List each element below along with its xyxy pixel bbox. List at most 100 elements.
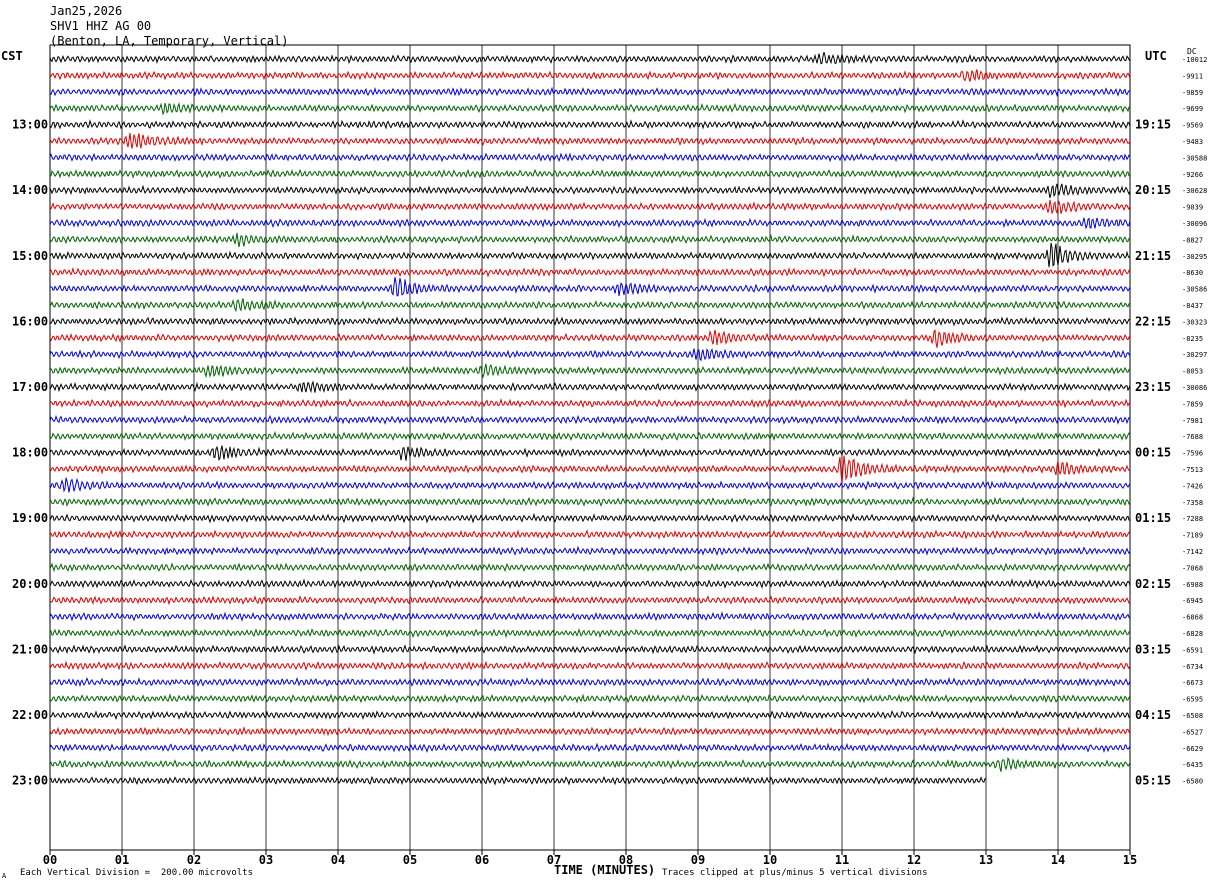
trace-offset-label: -7688 (1182, 433, 1203, 441)
seismic-trace (49, 756, 1131, 772)
trace-offset-label: -8235 (1182, 335, 1203, 343)
x-tick-label: 00 (43, 853, 57, 867)
trace-offset-label: -6435 (1182, 761, 1203, 769)
trace-offset-label: -8053 (1182, 368, 1203, 376)
x-tick-label: 14 (1051, 853, 1065, 867)
x-tick-label: 09 (691, 853, 705, 867)
trace-offset-label: -7859 (1182, 400, 1203, 408)
trace-offset-label: -7981 (1182, 417, 1203, 425)
trace-offset-label: -9483 (1182, 138, 1203, 146)
seismic-trace (49, 775, 987, 786)
clip-note: Traces clipped at plus/minus 5 vertical … (662, 868, 928, 878)
x-tick-label: 15 (1123, 853, 1137, 867)
seismic-trace (49, 51, 1131, 65)
seismic-trace (49, 347, 1131, 362)
seismic-trace (49, 152, 1131, 163)
trace-offset-label: -30096 (1182, 220, 1207, 228)
seismic-trace (49, 414, 1131, 425)
right-hour-label: 22:15 (1135, 314, 1171, 328)
trace-offset-label: -6988 (1182, 581, 1203, 589)
seismic-trace (49, 595, 1131, 606)
seismic-trace (49, 496, 1131, 507)
right-hour-label: 20:15 (1135, 183, 1171, 197)
seismic-trace (49, 562, 1131, 573)
trace-offset-label: -9039 (1182, 204, 1203, 212)
seismic-trace (49, 266, 1131, 278)
corner-mark: A (2, 872, 7, 880)
trace-offset-label: -30295 (1182, 253, 1207, 261)
trace-offset-label: -6508 (1182, 712, 1203, 720)
x-tick-label: 02 (187, 853, 201, 867)
seismic-trace (49, 363, 1131, 379)
right-hour-label: 23:15 (1135, 380, 1171, 394)
seismic-trace (49, 529, 1131, 540)
left-hour-label: 14:00 (12, 183, 48, 197)
seismic-trace (49, 183, 1131, 199)
trace-offset-label: -6591 (1182, 646, 1203, 654)
seismic-trace (49, 709, 1131, 720)
trace-offset-label: -7426 (1182, 482, 1203, 490)
trace-offset-label: -6734 (1182, 663, 1203, 671)
x-tick-label: 12 (907, 853, 921, 867)
trace-offset-label: -9859 (1182, 89, 1203, 97)
trace-offset-label: -7142 (1182, 548, 1203, 556)
trace-offset-label: -8827 (1182, 236, 1203, 244)
seismic-trace (49, 168, 1130, 179)
seismic-trace (49, 644, 1131, 655)
label-layer: 00 01 02 03 04 05 06 07 08 09 10 11 12 13 14 15 -10012 -9… (12, 56, 1207, 867)
trace-offset-label: -7596 (1182, 450, 1203, 458)
seismic-trace (49, 242, 1131, 268)
seismic-trace (49, 676, 1131, 687)
seismic-trace (49, 132, 1131, 149)
x-tick-label: 01 (115, 853, 129, 867)
left-hour-label: 15:00 (12, 249, 48, 263)
trace-offset-label: -6595 (1182, 696, 1203, 704)
seismic-trace (49, 660, 1131, 672)
x-tick-label: 08 (619, 853, 633, 867)
trace-offset-label: -6527 (1182, 728, 1203, 736)
seismic-trace (49, 232, 1131, 248)
trace-offset-label: -9266 (1182, 171, 1203, 179)
seismic-trace (49, 430, 1131, 442)
right-hour-label: 02:15 (1135, 577, 1171, 591)
header-station: SHV1 HHZ AG 00 (50, 19, 152, 33)
trace-offset-label: -9569 (1182, 122, 1203, 130)
right-hour-label: 04:15 (1135, 708, 1171, 722)
trace-offset-label: -30086 (1182, 384, 1207, 392)
seismic-trace (49, 512, 1131, 524)
trace-offset-label: -30323 (1182, 318, 1207, 326)
x-tick-label: 05 (403, 853, 417, 867)
trace-offset-label: -7288 (1182, 515, 1203, 523)
seismic-trace (49, 725, 1131, 737)
left-hour-label: 16:00 (12, 314, 48, 328)
seismic-trace (49, 199, 1131, 215)
x-tick-label: 03 (259, 853, 273, 867)
trace-offset-label: -6828 (1182, 630, 1203, 638)
left-hour-label: 22:00 (12, 708, 48, 722)
right-hour-label: 05:15 (1135, 774, 1171, 788)
left-hour-label: 17:00 (12, 380, 48, 394)
trace-offset-label: -10012 (1182, 56, 1207, 64)
x-axis-title: TIME (MINUTES) (554, 863, 656, 877)
seismic-trace (49, 445, 1131, 462)
trace-offset-label: -6673 (1182, 679, 1203, 687)
seismic-trace (49, 380, 1131, 394)
trace-offset-label: -7358 (1182, 499, 1203, 507)
right-hour-label: 00:15 (1135, 446, 1171, 460)
trace-layer (49, 51, 1131, 786)
seismic-trace (49, 316, 1131, 327)
x-tick-label: 04 (331, 853, 345, 867)
right-hour-label: 03:15 (1135, 642, 1171, 656)
seismic-trace (49, 455, 1131, 485)
trace-offset-label: -7189 (1182, 532, 1203, 540)
x-tick-label: 13 (979, 853, 993, 867)
trace-offset-label: -6580 (1182, 778, 1203, 786)
seismic-trace (49, 101, 1131, 116)
seismic-trace (49, 610, 1131, 622)
x-tick-label: 06 (475, 853, 489, 867)
seismic-trace (49, 477, 1131, 493)
x-tick-label: 07 (547, 853, 561, 867)
right-hour-label: 19:15 (1135, 118, 1171, 132)
left-hour-label: 20:00 (12, 577, 48, 591)
